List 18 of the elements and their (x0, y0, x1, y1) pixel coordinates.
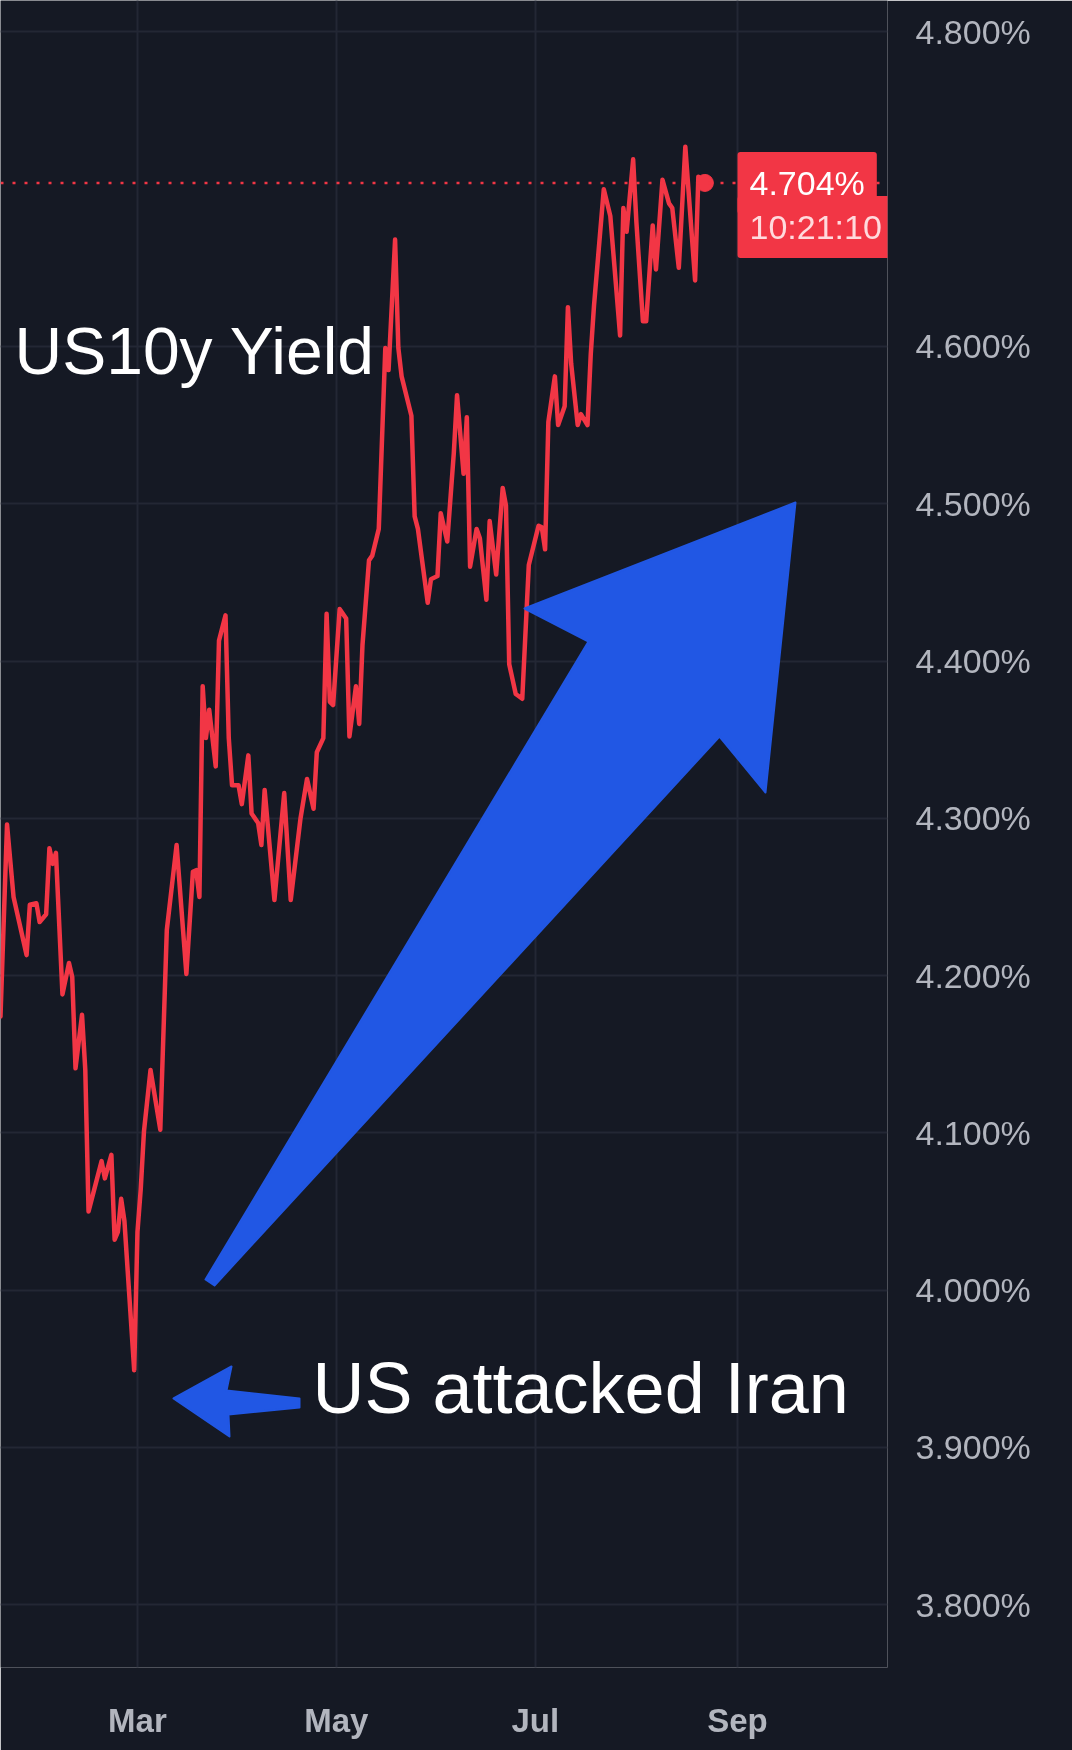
y-tick-label: 4.800% (915, 12, 1031, 51)
y-tick-label: 4.300% (915, 799, 1031, 838)
y-tick-label: 3.800% (915, 1585, 1031, 1624)
y-tick-label: 3.900% (915, 1428, 1031, 1467)
annotation: US attacked Iran (312, 1347, 849, 1428)
y-tick-label: 4.100% (915, 1113, 1031, 1152)
y-tick-label: 4.000% (915, 1271, 1031, 1310)
x-tick-label: May (304, 1701, 370, 1739)
x-tick-label: Mar (108, 1701, 167, 1739)
y-tick-label: 4.200% (915, 956, 1031, 995)
y-tick-label: 4.400% (915, 642, 1031, 681)
annotation: 10:21:10 (749, 207, 882, 246)
y-tick-label: 4.500% (915, 484, 1031, 523)
ref-line-label: 4.704% (749, 163, 865, 202)
y-tick-label: 4.600% (915, 327, 1031, 366)
x-tick-label: Jul (511, 1701, 560, 1739)
text: US10y Yield (14, 313, 375, 388)
x-tick-label: Sep (707, 1701, 768, 1739)
